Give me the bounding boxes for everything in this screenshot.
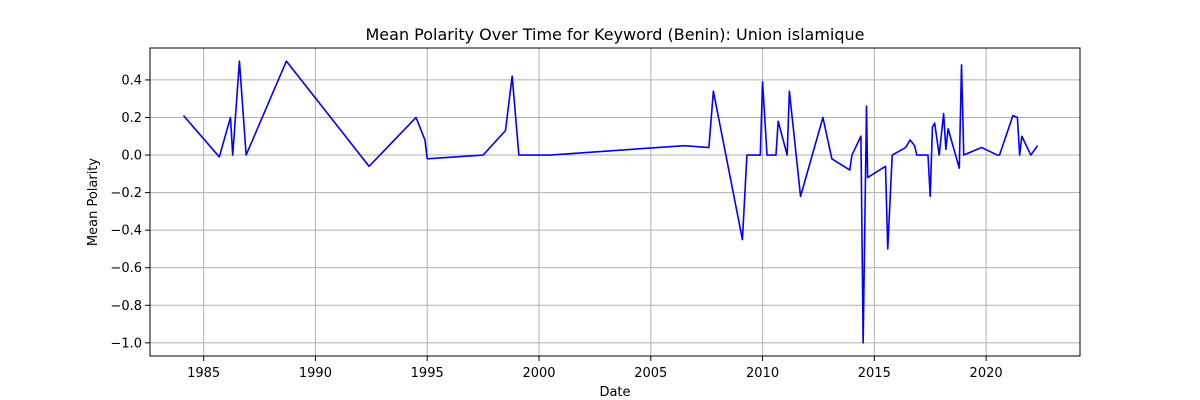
axis-ticks: 1985 1990 1995 2000 2005 2010 2015 2020 −1.0 −0.8…: [110, 73, 1002, 381]
y-axis-label: Mean Polarity: [86, 158, 101, 247]
y-tick-label: −0.2: [110, 186, 142, 201]
y-tick-label: −0.4: [110, 224, 142, 239]
y-tick-label: −1.0: [110, 336, 142, 351]
series-layer: [182, 60, 1039, 344]
chart-title: Mean Polarity Over Time for Keyword (Ben…: [366, 25, 865, 44]
gridlines: [150, 48, 1080, 356]
y-tick-label: −0.6: [110, 261, 142, 276]
x-tick-label: 1985: [187, 366, 220, 381]
x-tick-label: 2020: [970, 366, 1003, 381]
x-tick-label: 2000: [522, 366, 555, 381]
y-tick-label: 0.4: [121, 73, 142, 88]
y-tick-label: −0.8: [110, 299, 142, 314]
x-axis-label: Date: [599, 385, 630, 400]
x-tick-label: 2010: [746, 366, 779, 381]
x-tick-label: 2015: [858, 366, 891, 381]
x-tick-label: 1990: [299, 366, 332, 381]
series-line: [182, 60, 1039, 344]
x-tick-label: 1995: [411, 366, 444, 381]
y-tick-label: 0.0: [121, 149, 142, 164]
x-tick-label: 2005: [634, 366, 667, 381]
y-tick-label: 0.2: [121, 111, 142, 126]
plot-frame: [149, 47, 1081, 357]
